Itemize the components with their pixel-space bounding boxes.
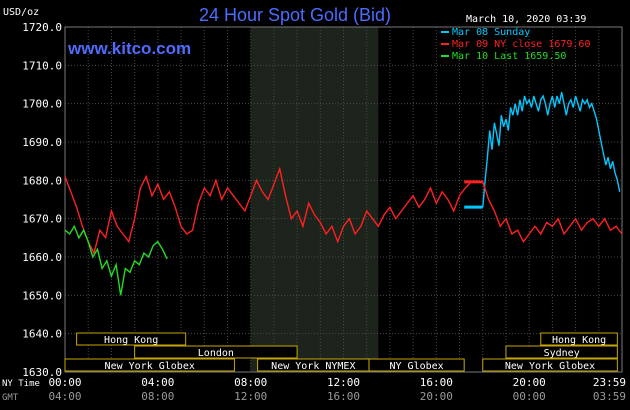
session-bar <box>482 358 618 372</box>
y-tick-label: 1630.0 <box>22 366 62 379</box>
x-tick-label: 12:00 <box>327 376 360 389</box>
x-tick-label: 20:00 <box>420 390 453 403</box>
series-line <box>482 92 621 208</box>
legend-entry: Mar 08 Sunday <box>452 27 530 38</box>
legend-entry: Mar 10 Last 1659.50 <box>452 51 566 62</box>
session-bar <box>540 332 618 346</box>
plot-frame <box>64 26 623 373</box>
x-tick-label: 04:00 <box>141 376 174 389</box>
nymex-shaded-region <box>250 27 379 372</box>
session-bar <box>76 332 187 346</box>
series-line <box>64 224 168 296</box>
x-tick-label: 12:00 <box>234 390 267 403</box>
session-label: Hong Kong <box>552 335 606 346</box>
session-bar <box>64 358 235 372</box>
time-row-label: NY Time <box>2 379 40 389</box>
x-tick-label: 08:00 <box>234 376 267 389</box>
session-bar <box>368 358 465 372</box>
axis-layer: 1720.0 1710.0 1700.0 1690.0 1680.0 1670.0 1660… <box>2 21 626 403</box>
x-tick-label: 00:00 <box>513 390 546 403</box>
session-bar <box>134 345 298 359</box>
session-label: New York NYMEX <box>271 361 355 372</box>
session-label: Sydney <box>544 348 580 359</box>
y-tick-label: 1640.0 <box>22 328 62 341</box>
y-tick-label: 1690.0 <box>22 136 62 149</box>
date-time-label: March 10, 2020 03:39 <box>466 14 586 25</box>
session-label: New York Globex <box>105 361 195 372</box>
session-label: London <box>198 348 234 359</box>
x-tick-label: 04:00 <box>48 390 81 403</box>
series-layer <box>64 92 623 296</box>
time-row-label: GMT <box>2 393 19 403</box>
y-tick-label: 1680.0 <box>22 174 62 187</box>
x-tick-label: 20:00 <box>513 376 546 389</box>
session-label: New York Globex <box>505 361 595 372</box>
shaded-region-layer <box>250 27 379 372</box>
x-tick-label: 16:00 <box>327 390 360 403</box>
series-line <box>64 166 623 256</box>
grid-layer <box>64 26 623 373</box>
y-tick-label: 1650.0 <box>22 289 62 302</box>
y-tick-label: 1660.0 <box>22 251 62 264</box>
session-label: Hong Kong <box>104 335 158 346</box>
chart-title: 24 Hour Spot Gold (Bid) <box>199 5 391 25</box>
session-bar <box>505 345 618 359</box>
brand-watermark: www.kitco.com <box>67 39 191 58</box>
y-tick-label: 1670.0 <box>22 213 62 226</box>
y-tick-label: 1710.0 <box>22 59 62 72</box>
y-axis-unit-label: USD/oz <box>3 7 39 18</box>
x-tick-label: 16:00 <box>420 376 453 389</box>
y-tick-label: 1720.0 <box>22 21 62 34</box>
x-tick-label: 03:59 <box>593 390 626 403</box>
legend-entry: Mar 09 NY close 1679.60 <box>452 39 590 50</box>
session-label: NY Globex <box>390 361 444 372</box>
y-tick-label: 1700.0 <box>22 98 62 111</box>
x-tick-label: 23:59 <box>593 376 626 389</box>
x-tick-label: 08:00 <box>141 390 174 403</box>
x-tick-label: 00:00 <box>48 376 81 389</box>
